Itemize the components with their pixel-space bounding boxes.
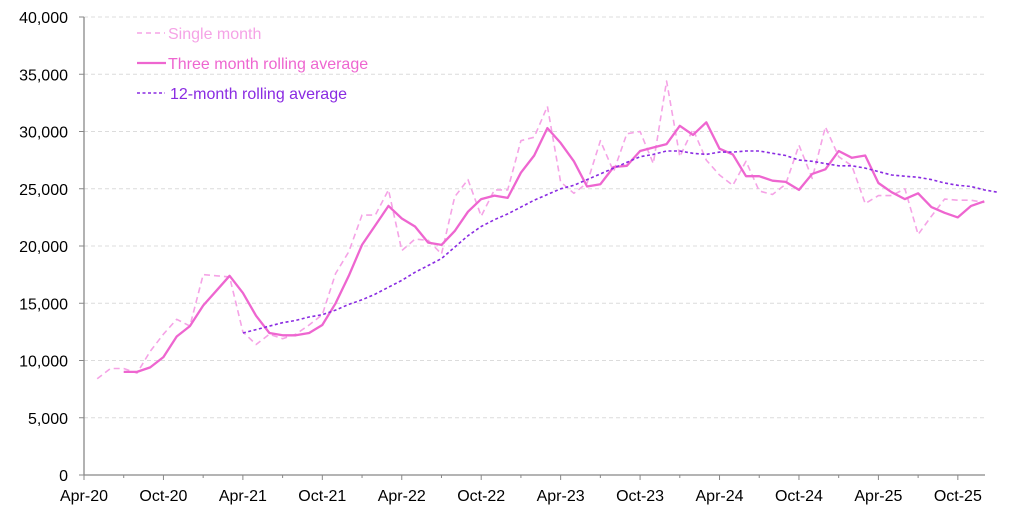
x-tick-label: Apr-25 bbox=[854, 488, 902, 505]
y-tick-label: 25,000 bbox=[19, 182, 68, 199]
y-tick-label: 40,000 bbox=[19, 10, 68, 27]
x-axis-ticks: Apr-20 Oct-20 Apr-21 Oct-21 Apr-22 Oct-22 Apr-… bbox=[60, 475, 982, 505]
legend-label: Three month rolling average bbox=[168, 56, 368, 73]
x-tick-label: Apr-20 bbox=[60, 488, 108, 505]
series-single-month bbox=[96, 80, 985, 380]
y-axis-ticks: 0 5,000 10,000 15,000 20,000 25,000 30,000 35,0… bbox=[19, 10, 84, 485]
y-tick-label: 15,000 bbox=[19, 296, 68, 313]
gridlines bbox=[84, 16, 985, 419]
x-tick-label: Oct-24 bbox=[775, 488, 823, 505]
series-12-month-rolling-average bbox=[242, 150, 998, 334]
legend-item-single-month: Single month bbox=[137, 26, 261, 43]
x-tick-label: Oct-22 bbox=[457, 488, 505, 505]
legend-item-three-month: Three month rolling average bbox=[137, 56, 368, 73]
y-tick-label: 0 bbox=[59, 468, 68, 485]
legend-item-12-month: 12-month rolling average bbox=[137, 86, 347, 103]
y-tick-label: 35,000 bbox=[19, 67, 68, 84]
x-tick-label: Apr-23 bbox=[537, 488, 585, 505]
legend-label: Single month bbox=[168, 26, 261, 43]
x-tick-label: Oct-25 bbox=[934, 488, 982, 505]
series-lines bbox=[96, 80, 998, 380]
x-tick-label: Apr-24 bbox=[696, 488, 744, 505]
x-tick-label: Oct-23 bbox=[616, 488, 664, 505]
legend: Single month Three month rolling average… bbox=[137, 26, 368, 103]
x-tick-label: Apr-21 bbox=[219, 488, 267, 505]
y-tick-label: 5,000 bbox=[28, 411, 68, 428]
x-tick-label: Oct-21 bbox=[298, 488, 346, 505]
series-three-month-rolling-average bbox=[123, 121, 985, 374]
x-tick-label: Apr-22 bbox=[378, 488, 426, 505]
y-tick-label: 10,000 bbox=[19, 354, 68, 371]
y-tick-label: 30,000 bbox=[19, 125, 68, 142]
legend-label: 12-month rolling average bbox=[170, 86, 347, 103]
x-tick-label: Oct-20 bbox=[139, 488, 187, 505]
y-tick-label: 20,000 bbox=[19, 239, 68, 256]
